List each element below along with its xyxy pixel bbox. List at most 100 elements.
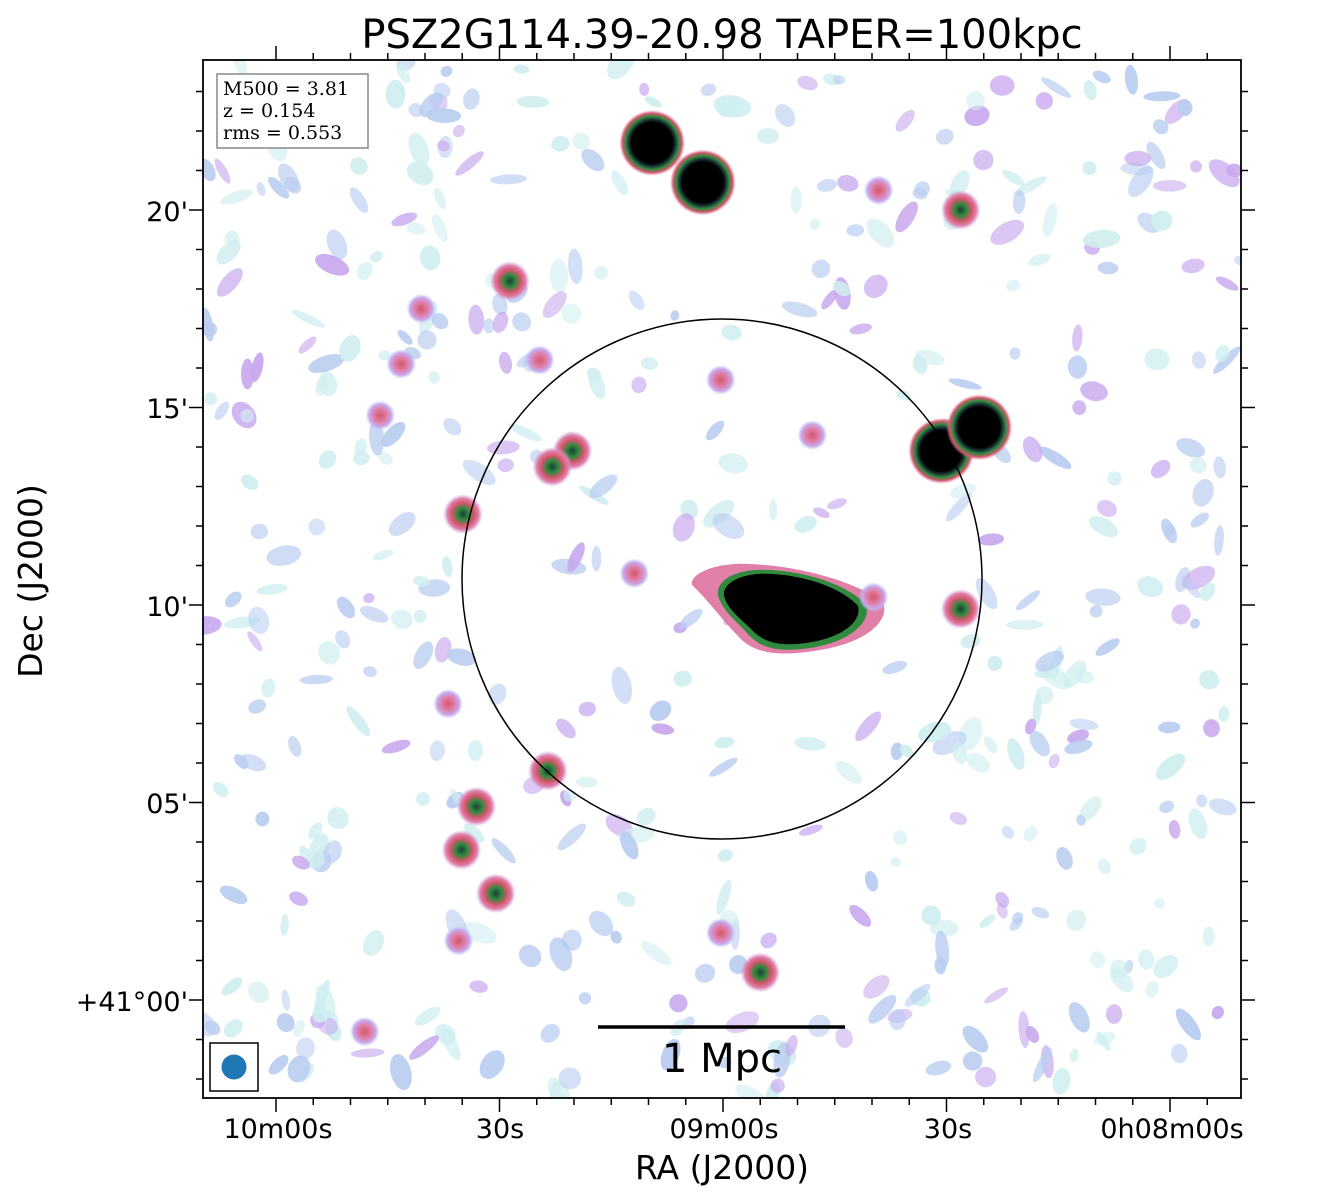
noise-blob bbox=[1192, 478, 1214, 507]
noise-blob bbox=[832, 280, 851, 297]
noise-blob bbox=[790, 186, 802, 214]
noise-blob bbox=[1137, 576, 1164, 598]
noise-blob bbox=[250, 352, 264, 383]
noise-blob bbox=[1146, 141, 1166, 170]
noise-blob bbox=[1164, 524, 1175, 537]
noise-blob bbox=[945, 493, 972, 522]
noise-blob bbox=[567, 248, 583, 284]
noise-blob bbox=[431, 214, 448, 242]
noise-blob bbox=[377, 451, 393, 465]
radio-source bbox=[386, 349, 417, 379]
radio-source bbox=[489, 261, 530, 302]
noise-blob bbox=[1083, 80, 1097, 101]
noise-blob bbox=[233, 754, 249, 769]
y-tick-label: 05' bbox=[146, 789, 188, 820]
noise-blob bbox=[904, 983, 931, 1007]
noise-blob bbox=[578, 701, 596, 717]
noise-blob bbox=[673, 670, 692, 687]
x-tick-label: 09m00s bbox=[669, 1114, 778, 1145]
source-layer bbox=[349, 109, 1013, 1047]
y-tick-label: 10' bbox=[146, 592, 188, 623]
noise-blob bbox=[833, 75, 846, 85]
noise-blob bbox=[781, 301, 818, 318]
noise-blob bbox=[644, 96, 662, 108]
noise-blob bbox=[770, 1078, 785, 1093]
noise-blob bbox=[1025, 1026, 1040, 1043]
noise-blob bbox=[1042, 202, 1058, 237]
noise-blob bbox=[406, 161, 434, 185]
noise-blob bbox=[1190, 160, 1202, 173]
noise-blob bbox=[498, 351, 513, 374]
noise-blob bbox=[409, 1035, 439, 1060]
noise-blob bbox=[935, 128, 954, 145]
noise-blob bbox=[1056, 847, 1073, 870]
noise-blob bbox=[240, 409, 254, 423]
noise-blob bbox=[417, 330, 437, 350]
noise-blob bbox=[346, 706, 371, 737]
noise-blob bbox=[1012, 190, 1026, 215]
radio-source bbox=[443, 494, 483, 535]
noise-blob bbox=[1001, 826, 1015, 839]
noise-blob bbox=[288, 736, 302, 757]
noise-blob bbox=[586, 367, 602, 383]
noise-blob bbox=[455, 151, 484, 176]
noise-blob bbox=[1005, 619, 1044, 630]
noise-blob bbox=[224, 1019, 243, 1038]
axis-ticks bbox=[189, 46, 1255, 1112]
noise-blob bbox=[628, 290, 645, 311]
noise-blob bbox=[292, 1019, 305, 1038]
noise-blob bbox=[895, 201, 918, 233]
noise-blob bbox=[437, 140, 450, 152]
y-tick-label: 15' bbox=[146, 394, 188, 425]
noise-blob bbox=[1088, 515, 1119, 538]
noise-blob bbox=[578, 992, 592, 1005]
noise-blob bbox=[1032, 694, 1042, 726]
noise-blob bbox=[256, 182, 266, 197]
noise-blob bbox=[508, 423, 543, 442]
noise-blob bbox=[1069, 1048, 1079, 1063]
noise-blob bbox=[204, 392, 218, 406]
noise-blob bbox=[561, 303, 582, 324]
noise-blob bbox=[443, 418, 462, 436]
noise-blob bbox=[335, 630, 351, 649]
noise-blob bbox=[1153, 954, 1179, 978]
noise-blob bbox=[1092, 70, 1111, 84]
noise-blob bbox=[712, 513, 745, 540]
noise-blob bbox=[966, 753, 991, 773]
noise-blob bbox=[1048, 753, 1060, 769]
x-tick-label: 0h08m00s bbox=[1100, 1114, 1243, 1145]
noise-blob bbox=[987, 655, 1003, 671]
noise-blob bbox=[798, 824, 823, 836]
noise-blob bbox=[1097, 261, 1119, 275]
y-tick-label: 20' bbox=[146, 197, 188, 228]
x-tick-label: 10m00s bbox=[223, 1114, 332, 1145]
noise-blob bbox=[468, 304, 485, 335]
noise-blob bbox=[769, 499, 778, 521]
noise-blob bbox=[1138, 949, 1155, 970]
noise-blob bbox=[1199, 670, 1220, 690]
noise-blob bbox=[413, 641, 434, 670]
noise-blob bbox=[397, 330, 413, 345]
noise-blob bbox=[414, 1006, 441, 1026]
noise-blob bbox=[1069, 718, 1099, 731]
noise-blob bbox=[308, 354, 345, 373]
noise-blob bbox=[1214, 525, 1224, 556]
noise-blob bbox=[353, 451, 370, 466]
noise-blob bbox=[248, 981, 270, 1003]
noise-blob bbox=[718, 453, 749, 474]
noise-blob bbox=[413, 575, 431, 587]
noise-blob bbox=[339, 335, 361, 362]
noise-blob bbox=[318, 450, 337, 469]
noise-blob bbox=[1072, 324, 1083, 352]
noise-blob bbox=[1218, 706, 1230, 722]
x-tick-label: 30s bbox=[476, 1114, 524, 1145]
noise-blob bbox=[1007, 738, 1025, 771]
noise-blob bbox=[216, 268, 243, 297]
noise-blob bbox=[1012, 912, 1024, 925]
noise-blob bbox=[463, 823, 485, 843]
noise-blob bbox=[1035, 92, 1053, 110]
noise-blob bbox=[1041, 77, 1071, 98]
noise-blob bbox=[349, 187, 369, 213]
noise-blob bbox=[809, 218, 821, 230]
noise-blob bbox=[284, 176, 302, 194]
